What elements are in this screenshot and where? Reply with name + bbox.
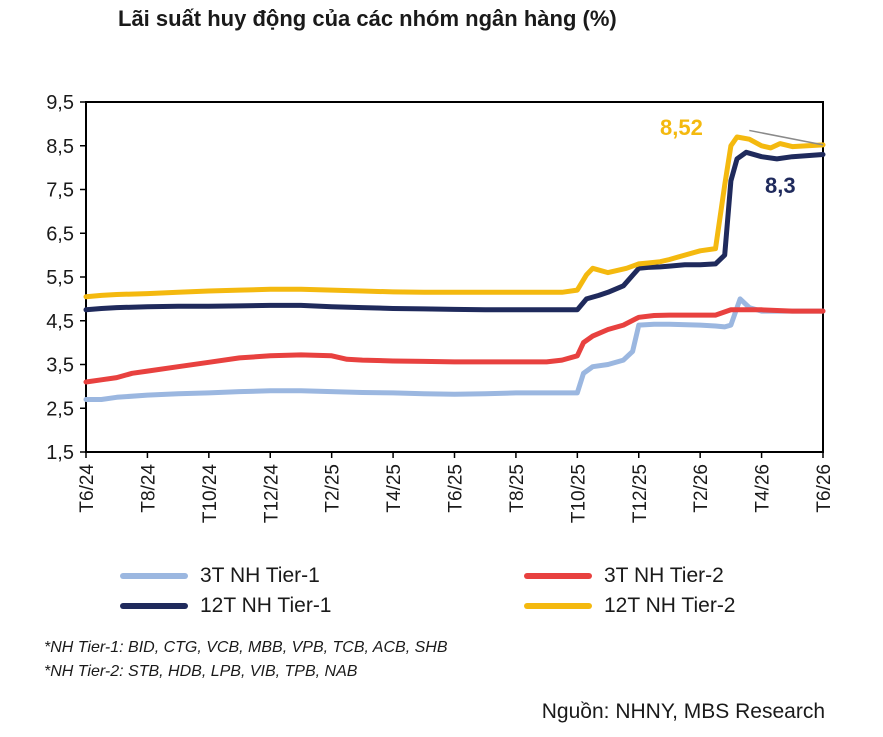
y-tick-label: 8,5 (46, 136, 74, 158)
y-tick-label: 6,5 (46, 223, 74, 245)
legend-swatch (120, 603, 188, 609)
legend-item-12t-tier1: 12T NH Tier-1 (120, 594, 332, 618)
legend-item-3t-tier1: 3T NH Tier-1 (120, 564, 320, 588)
x-tick-label: T8/24 (138, 464, 159, 513)
chart-title: Lãi suất huy động của các nhóm ngân hàng… (118, 6, 617, 31)
y-tick-label: 7,5 (46, 180, 74, 202)
series-line (83, 134, 826, 300)
line-chart: 9,5 8,5 7,5 6,5 5,5 4,5 3,5 2,5 1,5T6/24 T8/24 T10… (46, 92, 835, 524)
note-tier2: *NH Tier-2: STB, HDB, LPB, VIB, TPB, NAB (44, 663, 358, 680)
source-note: Nguồn: NHNY, MBS Research (541, 700, 825, 723)
legend-label: 12T NH Tier-1 (200, 594, 332, 617)
legend-swatch (120, 573, 188, 579)
legend-label: 12T NH Tier-2 (604, 594, 736, 617)
annotation-label-12t-tier1: 8,3 (765, 173, 796, 198)
annotation-label-12t-tier2: 8,52 (660, 115, 703, 140)
legend-item-12t-tier2: 12T NH Tier-2 (524, 594, 736, 618)
legend-swatch (524, 603, 592, 609)
series-line (83, 149, 826, 313)
x-tick-label: T2/25 (323, 464, 344, 513)
series-line (83, 296, 826, 402)
legend-label: 3T NH Tier-2 (604, 564, 724, 587)
y-tick-label: 3,5 (46, 355, 74, 377)
y-tick-label: 5,5 (46, 267, 74, 289)
x-tick-label: T4/26 (753, 464, 774, 513)
plot-frame (85, 101, 824, 453)
x-tick-label: T12/25 (630, 464, 651, 523)
legend-item-3t-tier2: 3T NH Tier-2 (524, 564, 724, 588)
x-tick-label: T6/26 (814, 464, 835, 513)
legend-label: 3T NH Tier-1 (200, 564, 320, 587)
y-tick-label: 4,5 (46, 311, 74, 333)
y-tick-label: 9,5 (46, 92, 74, 114)
x-tick-label: T2/26 (691, 464, 712, 513)
x-tick-label: T10/24 (200, 464, 221, 524)
series-line (83, 307, 826, 385)
x-tick-label: T6/24 (77, 464, 98, 513)
annotation-leader-line (749, 129, 824, 146)
x-tick-label: T10/25 (568, 464, 589, 523)
x-tick-label: T8/25 (507, 464, 528, 513)
legend-swatch (524, 573, 592, 579)
x-tick-label: T4/25 (384, 464, 405, 513)
y-tick-label: 1,5 (46, 442, 74, 464)
x-tick-label: T12/24 (261, 464, 282, 524)
y-tick-label: 2,5 (46, 398, 74, 420)
note-tier1: *NH Tier-1: BID, CTG, VCB, MBB, VPB, TCB… (44, 639, 448, 656)
x-tick-label: T6/25 (446, 464, 467, 513)
